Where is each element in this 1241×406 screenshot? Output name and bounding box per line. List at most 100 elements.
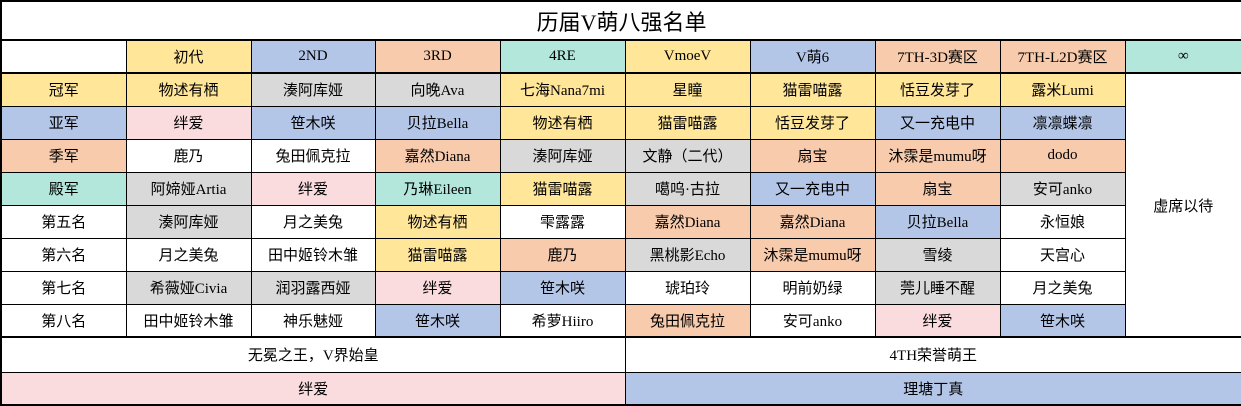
contestant-cell: 猫雷喵露 <box>749 72 876 107</box>
column-header-cell: 4RE <box>499 39 626 74</box>
contestant-cell: 明前奶绿 <box>749 270 876 305</box>
column-header-cell: 3RD <box>374 39 501 74</box>
contestant-cell: 鹿乃 <box>499 237 626 272</box>
row-label-cell: 第六名 <box>0 237 127 272</box>
contestant-cell: 鹿乃 <box>125 138 252 173</box>
contestant-cell: 星瞳 <box>624 72 751 107</box>
contestant-cell: 文静（二代） <box>624 138 751 173</box>
contestant-cell: 湊阿库娅 <box>250 72 376 107</box>
contestant-cell: 希萝Hiiro <box>499 303 626 338</box>
contestant-cell: 扇宝 <box>874 171 1001 206</box>
contestant-cell: 田中姬铃木雏 <box>250 237 376 272</box>
contestant-cell: 笹木咲 <box>250 105 376 140</box>
uncrowned-king-name-cell: 绊爱 <box>0 371 626 406</box>
contestant-cell: 物述有栖 <box>125 72 252 107</box>
ranking-row: 第七名 希薇娅Civia 润羽露西娅 绊爱 笹木咲 琥珀玲 明前奶绿 莞儿睡不醒 月之美兔 <box>0 270 1241 305</box>
contestant-cell: 安可anko <box>749 303 876 338</box>
contestant-cell: 琥珀玲 <box>624 270 751 305</box>
footer-name-row: 绊爱 理塘丁真 <box>0 371 1241 406</box>
contestant-cell: 恬豆发芽了 <box>874 72 1001 107</box>
column-header-cell: ∞ <box>1124 39 1241 74</box>
contestant-cell: 神乐魅娅 <box>250 303 376 338</box>
column-header-cell: 7TH-3D赛区 <box>874 39 1001 74</box>
contestant-cell: 安可anko <box>999 171 1126 206</box>
contestant-cell: 凛凛蝶凛 <box>999 105 1126 140</box>
footer-title-row: 无冕之王，V界始皇 4TH荣誉萌王 <box>0 336 1241 373</box>
row-label-cell: 季军 <box>0 138 127 173</box>
contestant-cell: 笹木咲 <box>374 303 501 338</box>
contestant-cell: 露米Lumi <box>999 72 1126 107</box>
contestant-cell: 绊爱 <box>125 105 252 140</box>
contestant-cell: 月之美兔 <box>999 270 1126 305</box>
contestant-cell: 又一充电中 <box>874 105 1001 140</box>
contestant-cell: 兔田佩克拉 <box>250 138 376 173</box>
contestant-cell: 嘉然Diana <box>374 138 501 173</box>
column-header-cell: VmoeV <box>624 39 751 74</box>
ranking-row: 冠军 物述有栖 湊阿库娅 向晚Ava 七海Nana7mi 星瞳 猫雷喵露 恬豆发芽了 露米Lum… <box>0 72 1241 338</box>
contestant-cell: 扇宝 <box>749 138 876 173</box>
ranking-row: 季军 鹿乃 兔田佩克拉 嘉然Diana 湊阿库娅 文静（二代） 扇宝 沐霂是mumu呀 dodo <box>0 138 1241 173</box>
ranking-row: 亚军 绊爱 笹木咲 贝拉Bella 物述有栖 猫雷喵露 恬豆发芽了 又一充电中 凛凛蝶凛 <box>0 105 1241 140</box>
contestant-cell: 猫雷喵露 <box>624 105 751 140</box>
contestant-cell: 嘉然Diana <box>624 204 751 239</box>
contestant-cell: 莞儿睡不醒 <box>874 270 1001 305</box>
contestant-cell: 贝拉Bella <box>374 105 501 140</box>
contestant-cell: 七海Nana7mi <box>499 72 626 107</box>
contestant-cell: 沐霂是mumu呀 <box>749 237 876 272</box>
honorary-moe-king-name-cell: 理塘丁真 <box>624 371 1241 406</box>
page-title: 历届V萌八强名单 <box>0 0 1241 41</box>
contestant-cell: 恬豆发芽了 <box>749 105 876 140</box>
contestant-cell: dodo <box>999 138 1126 173</box>
column-header-cell: 初代 <box>125 39 252 74</box>
row-label-cell: 第七名 <box>0 270 127 305</box>
contestant-cell: 乃琳Eileen <box>374 171 501 206</box>
row-label-cell: 第五名 <box>0 204 127 239</box>
contestant-cell: 雫露露 <box>499 204 626 239</box>
contestant-cell: 嘉然Diana <box>749 204 876 239</box>
contestant-cell: 阿媂娅Artia <box>125 171 252 206</box>
contestant-cell: 黑桃影Echo <box>624 237 751 272</box>
contestant-cell: 向晚Ava <box>374 72 501 107</box>
contestant-cell: 兔田佩克拉 <box>624 303 751 338</box>
contestant-cell: 月之美兔 <box>125 237 252 272</box>
contestant-cell: 贝拉Bella <box>874 204 1001 239</box>
honorary-moe-king-title-cell: 4TH荣誉萌王 <box>624 336 1241 373</box>
row-label-cell: 冠军 <box>0 72 127 107</box>
contestant-cell: 沐霂是mumu呀 <box>874 138 1001 173</box>
contestant-cell: 又一充电中 <box>749 171 876 206</box>
column-header-cell: 2ND <box>250 39 376 74</box>
row-label-cell: 殿军 <box>0 171 127 206</box>
vacant-seat-merged-cell: 虚席以待 <box>1124 72 1241 338</box>
contestant-cell: 月之美兔 <box>250 204 376 239</box>
contestant-cell: 猫雷喵露 <box>374 237 501 272</box>
contestant-cell: 湊阿库娅 <box>125 204 252 239</box>
contestant-cell: 天宫心 <box>999 237 1126 272</box>
contestant-cell: 噶呜·古拉 <box>624 171 751 206</box>
ranking-row: 第六名 月之美兔 田中姬铃木雏 猫雷喵露 鹿乃 黑桃影Echo 沐霂是mumu呀 雪绫 天宫心 <box>0 237 1241 272</box>
contestant-cell: 笹木咲 <box>499 270 626 305</box>
column-header-cell: V萌6 <box>749 39 876 74</box>
contestant-cell: 润羽露西娅 <box>250 270 376 305</box>
ranking-row: 殿军 阿媂娅Artia 绊爱 乃琳Eileen 猫雷喵露 噶呜·古拉 又一充电中 扇宝 安可an… <box>0 171 1241 206</box>
ranking-row: 第八名 田中姬铃木雏 神乐魅娅 笹木咲 希萝Hiiro 兔田佩克拉 安可anko 绊爱 笹木咲 <box>0 303 1241 338</box>
contestant-cell: 物述有栖 <box>374 204 501 239</box>
corner-cell <box>0 39 127 74</box>
contestant-cell: 希薇娅Civia <box>125 270 252 305</box>
contestant-cell: 物述有栖 <box>499 105 626 140</box>
contestant-cell: 雪绫 <box>874 237 1001 272</box>
contestant-cell: 绊爱 <box>874 303 1001 338</box>
title-row: 历届V萌八强名单 <box>0 0 1241 41</box>
row-label-cell: 亚军 <box>0 105 127 140</box>
contestant-cell: 绊爱 <box>250 171 376 206</box>
contestant-cell: 永恒娘 <box>999 204 1126 239</box>
uncrowned-king-title-cell: 无冕之王，V界始皇 <box>0 336 626 373</box>
column-header-row: 初代 2ND 3RD 4RE VmoeV V萌6 7TH-3D赛区 7TH-L2D赛区 ∞ <box>0 39 1241 74</box>
contestant-cell: 湊阿库娅 <box>499 138 626 173</box>
contestant-cell: 猫雷喵露 <box>499 171 626 206</box>
contestant-cell: 绊爱 <box>374 270 501 305</box>
row-label-cell: 第八名 <box>0 303 127 338</box>
contestant-cell: 笹木咲 <box>999 303 1126 338</box>
column-header-cell: 7TH-L2D赛区 <box>999 39 1126 74</box>
